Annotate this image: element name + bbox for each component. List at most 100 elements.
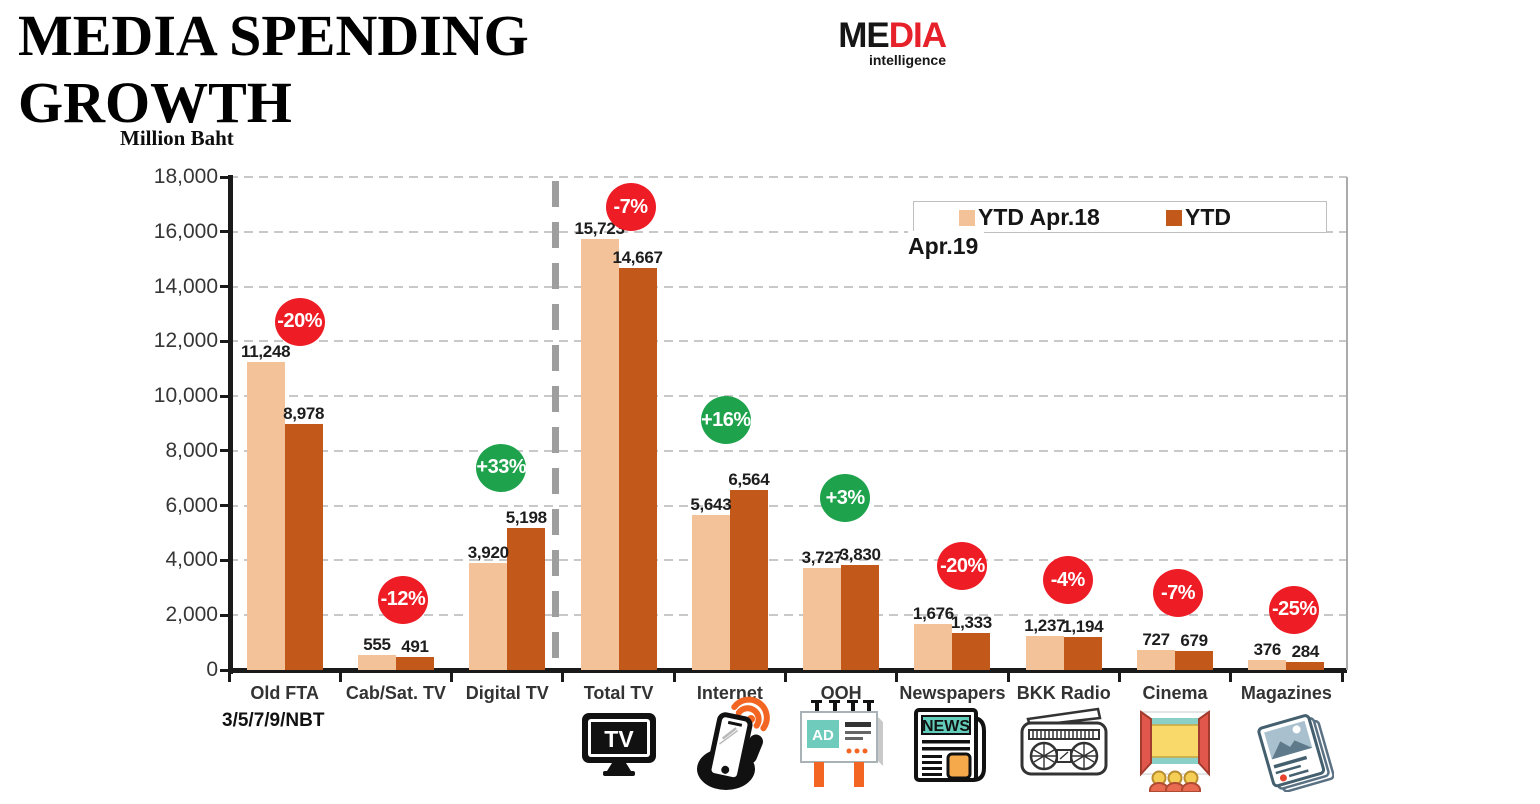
y-axis-label: 14,000 — [153, 274, 218, 298]
bar-ytd-apr19-internet — [729, 490, 768, 670]
bar-ytd-apr18-cab-sat-tv — [357, 654, 396, 670]
x-axis-line — [228, 668, 1347, 673]
y-axis-tick — [220, 558, 229, 562]
y-gridline — [229, 340, 1347, 343]
category-label-ooh: OOH — [820, 683, 862, 703]
bar-ytd-apr19-newspapers — [952, 633, 991, 670]
x-axis-tick — [561, 673, 565, 682]
value-label-ytd-apr18: 376 — [1253, 639, 1282, 659]
y-axis-tick — [220, 449, 229, 453]
magazine-icon — [1238, 702, 1336, 797]
bar-ytd-apr18-total-tv — [580, 239, 619, 670]
x-axis-tick — [1340, 673, 1344, 682]
bar-ytd-apr18-cinema — [1137, 650, 1176, 670]
growth-badge-bkk-radio: -4% — [1042, 556, 1093, 605]
y-gridline — [229, 285, 1347, 288]
value-label-ytd-apr18: 1,237 — [1024, 616, 1066, 636]
plot-right-border — [1346, 177, 1348, 670]
bar-ytd-apr18-old-fta — [246, 361, 285, 670]
billboard-icon: AD — [797, 698, 885, 795]
category-label-cinema: Cinema — [1142, 683, 1208, 703]
growth-badge-cab-sat-tv: -12% — [377, 575, 428, 624]
x-axis-tick — [1117, 673, 1121, 682]
bar-ytd-apr19-digital-tv — [507, 527, 546, 670]
bar-ytd-apr19-cab-sat-tv — [395, 656, 434, 670]
category-label-magazines: Magazines — [1240, 683, 1332, 703]
chart-legend: YTD Apr.18 YTD — [913, 201, 1327, 233]
y-axis-label: 12,000 — [153, 329, 218, 353]
x-axis-tick — [1229, 673, 1233, 682]
growth-badge-newspapers: -20% — [937, 542, 988, 591]
cinema-icon — [1135, 708, 1215, 797]
smartphone-icon — [684, 690, 776, 797]
y-gridline — [229, 176, 1347, 178]
y-axis-label: 6,000 — [165, 493, 218, 517]
x-axis-tick — [895, 673, 899, 682]
bar-ytd-apr19-total-tv — [618, 268, 657, 670]
brand-logo: MEDIA intelligence — [806, 18, 947, 68]
x-axis-tick — [450, 673, 454, 682]
value-label-ytd-apr18: 1,676 — [912, 604, 954, 624]
bar-ytd-apr19-bkk-radio — [1063, 637, 1102, 670]
value-label-ytd-apr19: 491 — [401, 636, 429, 656]
value-label-ytd-apr18: 5,643 — [690, 495, 732, 515]
legend-swatch-light — [959, 209, 975, 226]
page-title: MEDIA SPENDING GROWTH — [18, 2, 529, 136]
newspaper-icon: NEWS — [912, 702, 992, 793]
svg-text:AD: AD — [812, 727, 834, 744]
bar-ytd-apr19-cinema — [1175, 651, 1214, 670]
brand-text-black: ME — [838, 16, 889, 55]
tv-icon: TV — [579, 710, 659, 783]
growth-badge-magazines: -25% — [1269, 585, 1320, 634]
tv-section-separator — [551, 181, 559, 668]
y-axis-line — [228, 175, 233, 674]
value-label-ytd-apr18: 3,727 — [801, 547, 843, 567]
value-label-ytd-apr18: 727 — [1142, 630, 1170, 650]
legend-label: YTD — [1185, 204, 1231, 230]
footnote-channels: 3/5/7/9/NBT — [222, 710, 325, 731]
legend-label: YTD Apr.18 — [978, 204, 1100, 230]
y-axis-label: 4,000 — [165, 548, 218, 572]
y-axis-tick — [220, 394, 229, 398]
legend-item-ytd-apr19: YTD — [1166, 206, 1231, 229]
value-label-ytd-apr18: 11,248 — [241, 341, 291, 361]
growth-badge-digital-tv: +33% — [476, 443, 527, 492]
value-label-ytd-apr18: 555 — [363, 634, 391, 654]
brand-tagline: intelligence — [868, 52, 946, 68]
value-label-ytd-apr19: 1,333 — [950, 613, 992, 633]
bar-ytd-apr18-digital-tv — [469, 562, 508, 670]
y-axis-tick — [220, 175, 229, 179]
y-axis-tick — [220, 613, 229, 617]
category-label-old-fta: Old FTA — [250, 683, 319, 703]
y-axis-label: 16,000 — [153, 219, 218, 243]
y-axis-label: 0 — [206, 658, 218, 681]
y-gridline — [229, 449, 1347, 452]
y-gridline — [229, 504, 1347, 507]
x-axis-tick — [227, 673, 231, 682]
bar-ytd-apr19-old-fta — [284, 424, 323, 670]
bar-ytd-apr18-magazines — [1248, 659, 1287, 670]
units-label: Million Baht — [120, 126, 234, 150]
legend-swatch-dark — [1166, 209, 1182, 226]
y-axis-label: 10,000 — [153, 384, 218, 408]
brand-text-red: DIA — [888, 16, 947, 55]
value-label-ytd-apr19: 284 — [1291, 642, 1320, 662]
y-gridline — [229, 230, 1347, 233]
svg-text:NEWS: NEWS — [922, 718, 970, 735]
svg-text:TV: TV — [604, 726, 634, 752]
y-gridline — [229, 559, 1347, 562]
y-axis-tick — [220, 668, 229, 672]
value-label-ytd-apr19: 5,198 — [505, 507, 547, 527]
y-gridline — [229, 614, 1347, 617]
y-gridline — [229, 395, 1347, 398]
value-label-ytd-apr18: 3,920 — [467, 542, 509, 562]
value-label-ytd-apr19: 3,830 — [839, 545, 881, 565]
page-title-line1: MEDIA SPENDING — [18, 3, 529, 68]
category-label-total-tv: Total TV — [583, 683, 654, 703]
growth-badge-internet: +16% — [700, 396, 751, 445]
bar-ytd-apr18-ooh — [803, 567, 842, 670]
y-axis-label: 8,000 — [165, 438, 218, 462]
x-axis-tick — [338, 673, 342, 682]
growth-badge-old-fta: -20% — [274, 297, 325, 346]
